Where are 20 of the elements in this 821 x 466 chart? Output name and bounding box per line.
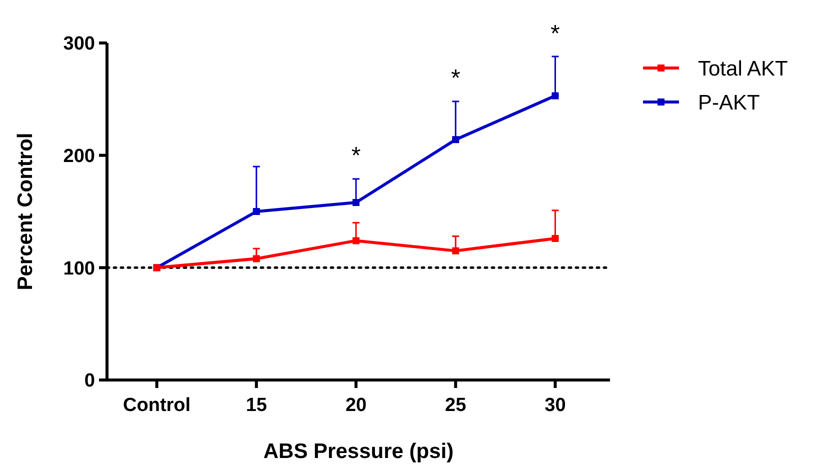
legend-label: Total AKT <box>698 57 788 80</box>
y-axis-title: Percent Control <box>14 132 37 290</box>
legend-label: P-AKT <box>698 91 760 114</box>
point <box>352 199 360 206</box>
point <box>452 247 460 254</box>
x-tick-label: 15 <box>246 395 268 416</box>
x-axis-title: ABS Pressure (psi) <box>263 440 454 463</box>
annotation: * <box>450 65 460 92</box>
y-tick-label: 100 <box>63 258 95 280</box>
x-tick-label: 20 <box>345 395 367 416</box>
y-tick-label: 300 <box>63 34 95 55</box>
y-tick-label: 200 <box>63 146 95 167</box>
x-tick-label: Control <box>123 395 191 416</box>
point <box>352 237 360 244</box>
y-tick-label: 0 <box>84 370 95 392</box>
point <box>252 255 260 262</box>
annotation: * <box>550 20 560 48</box>
x-tick-label: 25 <box>445 395 467 416</box>
x-tick-label: 30 <box>544 395 566 416</box>
annotation: * <box>351 142 361 170</box>
